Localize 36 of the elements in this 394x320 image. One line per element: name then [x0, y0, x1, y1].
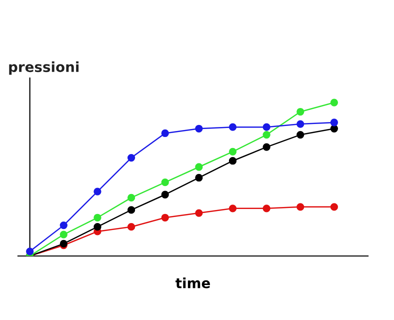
- point: [228, 123, 237, 131]
- point: [262, 204, 270, 212]
- point: [26, 248, 34, 256]
- point: [296, 120, 304, 128]
- point: [161, 190, 169, 198]
- point: [296, 130, 304, 139]
- point: [60, 221, 68, 230]
- point: [195, 163, 203, 171]
- y-axis-title: pressioni: [9, 61, 79, 75]
- point: [228, 204, 237, 212]
- point: [94, 188, 102, 196]
- point: [161, 214, 169, 222]
- point: [127, 206, 136, 214]
- point: [296, 108, 304, 116]
- point: [195, 174, 203, 182]
- point: [262, 130, 270, 139]
- x-axis-title: time: [176, 278, 210, 288]
- point: [228, 157, 237, 165]
- point: [94, 214, 102, 222]
- point: [127, 223, 136, 231]
- point: [330, 98, 338, 106]
- point: [330, 118, 338, 126]
- point: [127, 154, 136, 162]
- point: [262, 123, 270, 131]
- point: [195, 124, 203, 132]
- point: [161, 178, 169, 186]
- point: [161, 129, 169, 138]
- point: [228, 148, 237, 156]
- point: [60, 230, 68, 238]
- point: [296, 203, 304, 211]
- point: [262, 143, 270, 151]
- point: [94, 223, 102, 231]
- point: [195, 209, 203, 217]
- point: [127, 194, 136, 202]
- point: [330, 203, 338, 211]
- point: [330, 124, 338, 132]
